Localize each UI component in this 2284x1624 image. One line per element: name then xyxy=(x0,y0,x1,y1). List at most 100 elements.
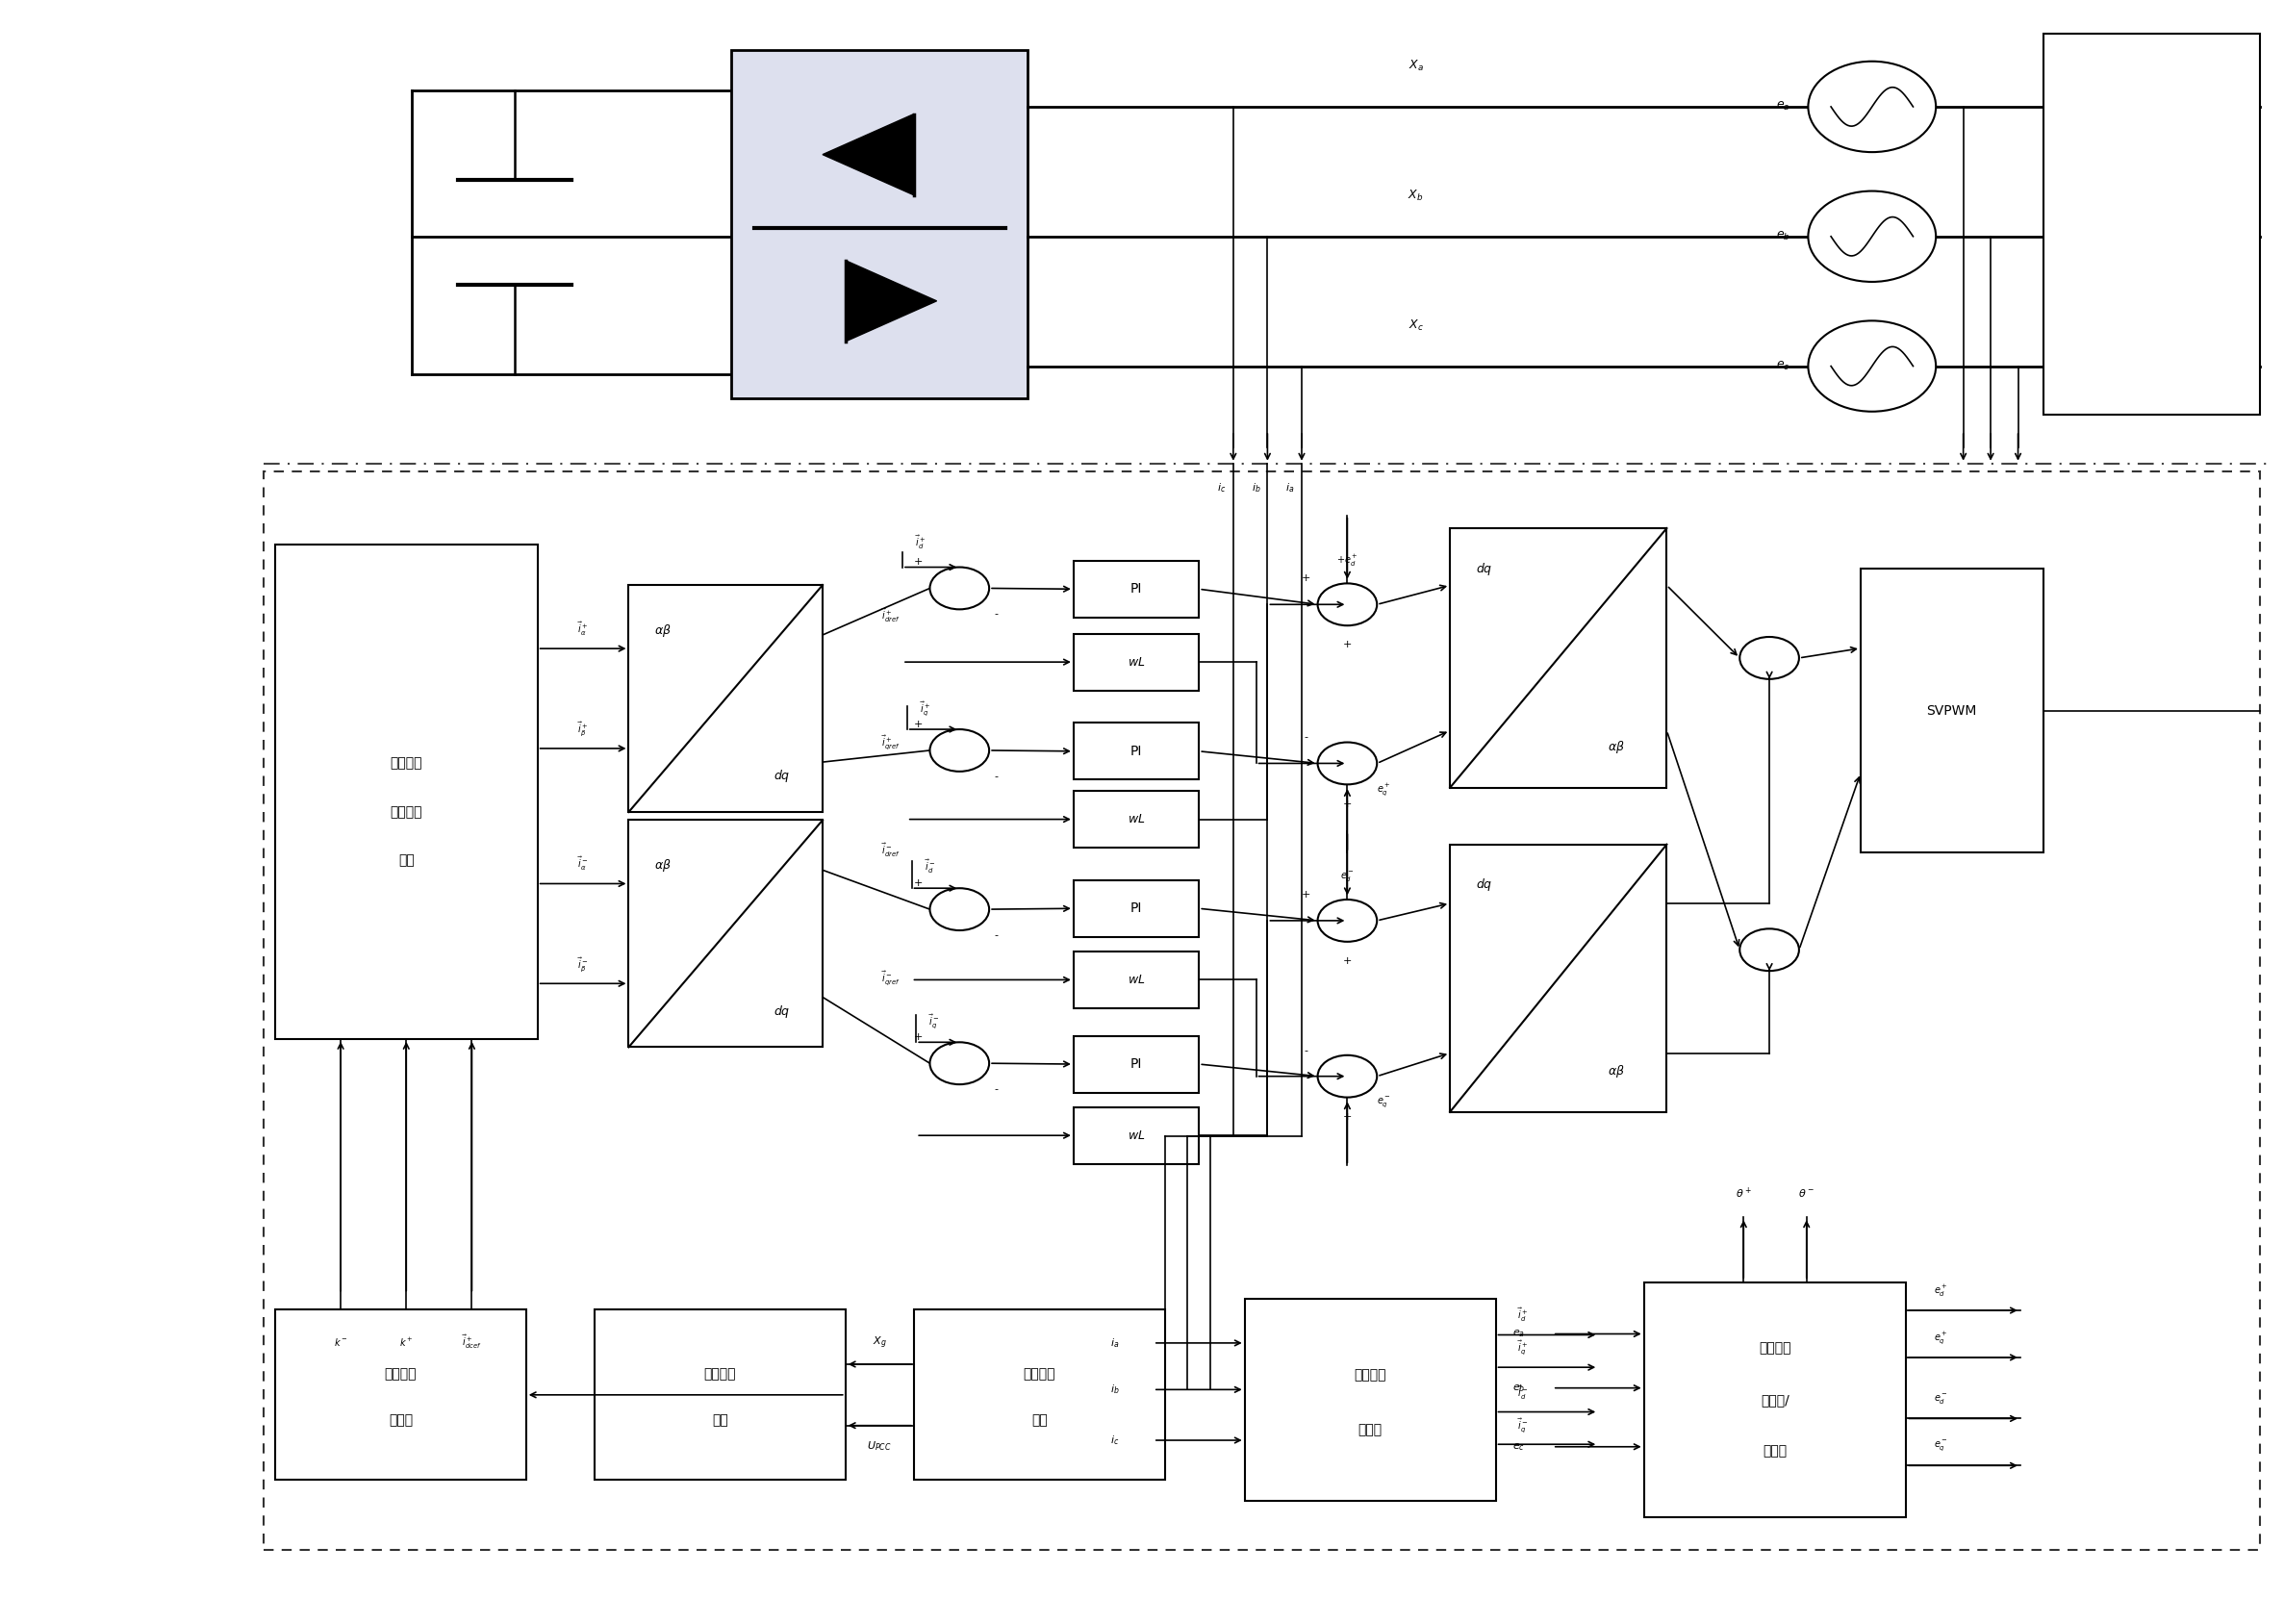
Text: $\vec{i}^+_\alpha$: $\vec{i}^+_\alpha$ xyxy=(578,620,589,638)
Text: 流参考值: 流参考值 xyxy=(391,806,423,818)
Bar xyxy=(1450,844,1667,1112)
Text: +: + xyxy=(914,879,923,888)
Text: $\vec{i}^+_{dref}$: $\vec{i}^+_{dref}$ xyxy=(882,607,900,624)
Text: PI: PI xyxy=(1131,901,1142,916)
Bar xyxy=(2044,34,2259,414)
Text: -: - xyxy=(994,1085,998,1095)
Text: 策略: 策略 xyxy=(713,1413,729,1427)
Bar xyxy=(1450,528,1667,788)
Bar xyxy=(628,820,822,1047)
Bar xyxy=(1073,560,1199,617)
Text: $X_c$: $X_c$ xyxy=(1409,318,1423,333)
Text: $X_g$: $X_g$ xyxy=(872,1335,886,1351)
Text: $e_a$: $e_a$ xyxy=(1512,1328,1526,1340)
Circle shape xyxy=(1740,929,1800,971)
Text: $\vec{i}^-_q$: $\vec{i}^-_q$ xyxy=(930,1012,941,1030)
Bar xyxy=(1861,568,2044,853)
Text: 计算: 计算 xyxy=(397,854,413,867)
Text: $\vec{i}^+_d$: $\vec{i}^+_d$ xyxy=(1517,1307,1528,1324)
Bar xyxy=(274,544,537,1039)
Text: $e_c$: $e_c$ xyxy=(1512,1440,1526,1452)
Text: PI: PI xyxy=(1131,744,1142,758)
Circle shape xyxy=(1809,192,1937,283)
Circle shape xyxy=(930,729,989,771)
Text: $e^+_q$: $e^+_q$ xyxy=(1935,1330,1948,1346)
Bar xyxy=(1073,1108,1199,1164)
Text: +: + xyxy=(1343,640,1352,650)
Text: $e^+_q$: $e^+_q$ xyxy=(1377,781,1391,797)
Text: +: + xyxy=(914,719,923,729)
Text: $\vec{i}^-_d$: $\vec{i}^-_d$ xyxy=(925,857,936,875)
Text: $wL$: $wL$ xyxy=(1128,973,1144,986)
Text: $i_c$: $i_c$ xyxy=(1217,481,1227,494)
Text: $i_c$: $i_c$ xyxy=(1110,1434,1119,1447)
Text: -: - xyxy=(994,609,998,619)
Text: $\alpha\beta$: $\alpha\beta$ xyxy=(1608,739,1626,755)
Text: 检测: 检测 xyxy=(1032,1413,1048,1427)
Text: $k^-$: $k^-$ xyxy=(333,1337,347,1348)
Bar xyxy=(731,50,1028,398)
Text: $\vec{i}^-_{dref}$: $\vec{i}^-_{dref}$ xyxy=(882,841,900,859)
Text: $i_b$: $i_b$ xyxy=(1252,481,1261,494)
Text: $\vec{i}^+_{dcef}$: $\vec{i}^+_{dcef}$ xyxy=(461,1333,482,1351)
Text: $\vec{i}^+_{qref}$: $\vec{i}^+_{qref}$ xyxy=(882,734,900,752)
Bar xyxy=(594,1309,845,1479)
Text: -: - xyxy=(994,771,998,781)
Text: $wL$: $wL$ xyxy=(1128,1129,1144,1142)
Circle shape xyxy=(1740,637,1800,679)
Text: $e^+_d$: $e^+_d$ xyxy=(1935,1283,1948,1299)
Bar xyxy=(1245,1299,1496,1501)
Bar xyxy=(1073,1036,1199,1093)
Text: $e_b$: $e_b$ xyxy=(1775,231,1791,242)
Text: $wL$: $wL$ xyxy=(1128,656,1144,669)
Circle shape xyxy=(930,1043,989,1085)
Text: $\vec{i}^-_\alpha$: $\vec{i}^-_\alpha$ xyxy=(578,856,589,874)
Text: 流分离: 流分离 xyxy=(1359,1423,1382,1437)
Text: $\vec{i}^-_d$: $\vec{i}^-_d$ xyxy=(1517,1384,1528,1402)
Text: $\vec{i}^+_q$: $\vec{i}^+_q$ xyxy=(920,698,930,718)
Circle shape xyxy=(1318,583,1377,625)
Text: 参数库: 参数库 xyxy=(388,1413,413,1427)
Circle shape xyxy=(1809,320,1937,411)
Text: $\theta^+$: $\theta^+$ xyxy=(1736,1186,1752,1200)
Text: SVPWM: SVPWM xyxy=(1928,703,1978,718)
Text: $dq$: $dq$ xyxy=(1475,560,1491,577)
Polygon shape xyxy=(845,260,936,341)
Text: 正负序电: 正负序电 xyxy=(1759,1341,1791,1354)
Circle shape xyxy=(1318,1056,1377,1098)
Text: +: + xyxy=(1343,799,1352,809)
Text: $e^-_q$: $e^-_q$ xyxy=(1932,1439,1948,1453)
Text: $i_a$: $i_a$ xyxy=(1286,481,1295,494)
Text: $\alpha\beta$: $\alpha\beta$ xyxy=(653,622,671,638)
Text: $\vec{i}^-_q$: $\vec{i}^-_q$ xyxy=(1517,1416,1528,1434)
Text: -: - xyxy=(1304,732,1309,742)
Text: $\alpha\beta$: $\alpha\beta$ xyxy=(653,857,671,874)
Bar xyxy=(274,1309,525,1479)
Text: $X_b$: $X_b$ xyxy=(1407,188,1423,203)
Text: 最优控制: 最优控制 xyxy=(703,1367,735,1380)
Text: $\alpha\beta$: $\alpha\beta$ xyxy=(1608,1064,1626,1080)
Bar xyxy=(1644,1283,1907,1517)
Text: -: - xyxy=(994,931,998,940)
Text: $dq$: $dq$ xyxy=(774,768,790,784)
Text: $+e^+_d$: $+e^+_d$ xyxy=(1336,552,1359,568)
Text: $k^+$: $k^+$ xyxy=(400,1337,413,1348)
Text: $e_a$: $e_a$ xyxy=(1777,101,1791,114)
Text: +: + xyxy=(1343,1112,1352,1122)
Text: $\vec{i}^+_d$: $\vec{i}^+_d$ xyxy=(916,534,925,552)
Circle shape xyxy=(1809,62,1937,153)
Text: -: - xyxy=(1304,1046,1309,1056)
Text: $wL$: $wL$ xyxy=(1128,814,1144,825)
Text: 电网信号: 电网信号 xyxy=(1023,1367,1055,1380)
Circle shape xyxy=(1318,742,1377,784)
Text: $e^-_q$: $e^-_q$ xyxy=(1377,1095,1391,1109)
Text: $i_a$: $i_a$ xyxy=(1110,1337,1119,1350)
Text: 离线控制: 离线控制 xyxy=(384,1367,416,1380)
Circle shape xyxy=(930,888,989,931)
Text: $dq$: $dq$ xyxy=(1475,877,1491,893)
Text: $\vec{i}^+_\beta$: $\vec{i}^+_\beta$ xyxy=(578,719,589,739)
Text: $e^-_d$: $e^-_d$ xyxy=(1341,870,1354,883)
Text: 正负序电: 正负序电 xyxy=(1354,1369,1386,1382)
Text: 锁相环: 锁相环 xyxy=(1763,1445,1786,1458)
Text: PI: PI xyxy=(1131,583,1142,596)
